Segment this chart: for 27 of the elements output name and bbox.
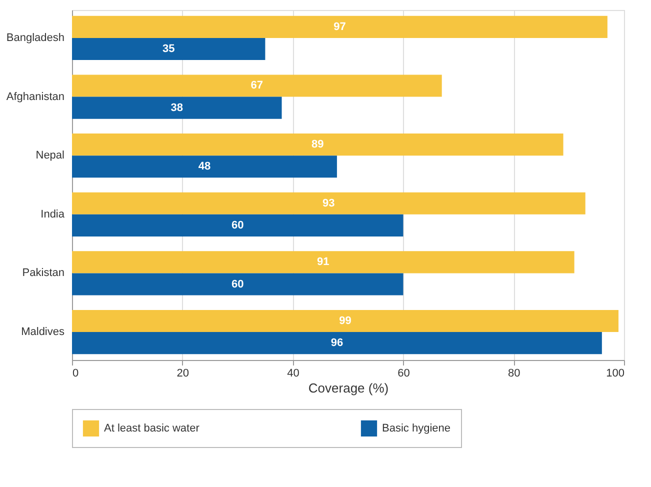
x-axis-title: Coverage (%) [308,380,389,396]
y-tick-label: Maldives [21,326,65,338]
data-label: 93 [322,197,335,210]
data-label: 38 [170,102,184,114]
data-label: 48 [198,160,211,173]
legend-label: Basic hygiene [382,422,450,434]
data-label: 60 [231,278,244,290]
y-tick-label: Afghanistan [6,90,64,103]
data-label: 89 [312,138,324,151]
x-tick-label: 0 [72,368,79,380]
y-tick-label: Bangladesh [6,32,64,44]
x-tick-label: 20 [176,368,190,380]
x-tick-label: 80 [508,368,520,380]
y-tick-label: Nepal [36,150,64,162]
data-label: 99 [339,315,352,328]
data-label: 67 [250,80,264,92]
x-tick-label: 60 [398,368,410,380]
data-label: 96 [330,337,344,350]
y-tick-label: India [40,208,66,220]
data-label: 60 [231,219,244,232]
x-tick-label: 40 [287,368,300,380]
data-label: 97 [334,20,346,33]
legend-label: At least basic water [104,422,200,434]
data-label: 91 [317,256,330,268]
data-label: 35 [162,42,175,55]
x-tick-label: 100 [606,368,624,380]
y-tick-label: Pakistan [22,267,64,280]
